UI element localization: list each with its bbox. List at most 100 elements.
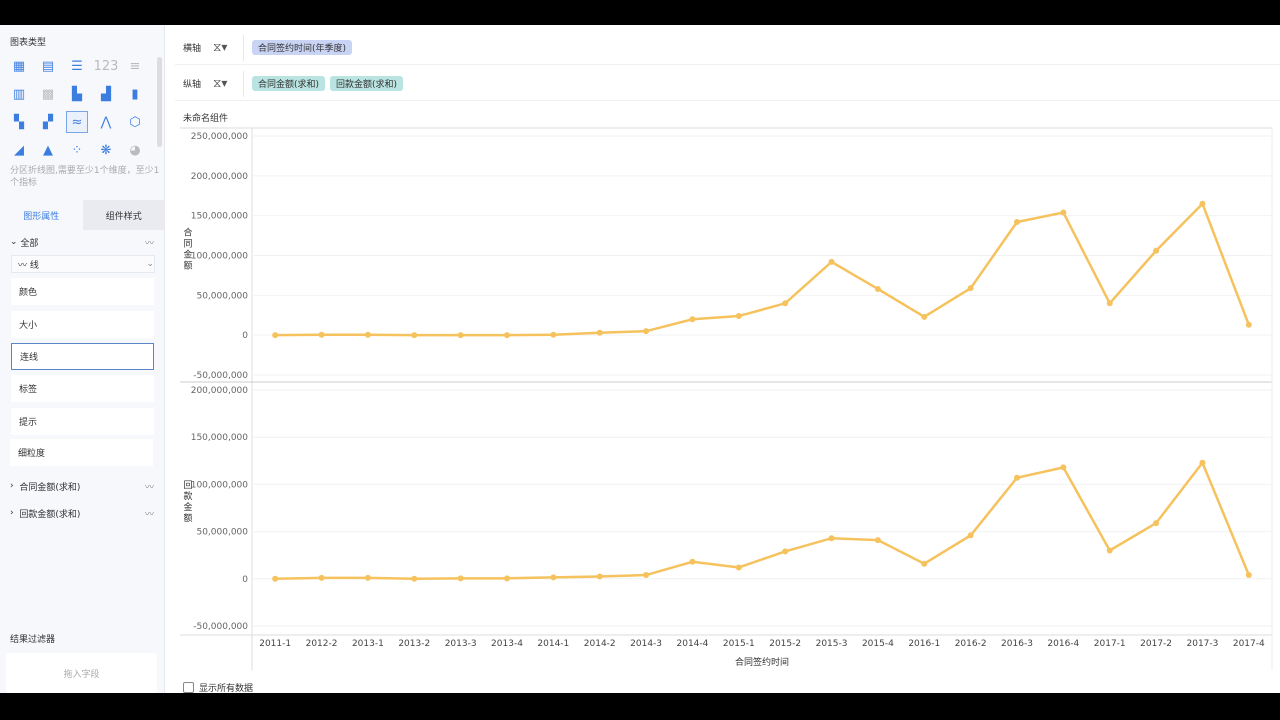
show-all-data-checkbox[interactable]: 显示所有数据 [183, 681, 253, 694]
pie-icon[interactable]: ◕ [129, 142, 141, 158]
y-tick-label: 50,000,000 [196, 291, 248, 301]
filter-title: 结果过滤器 [10, 635, 56, 645]
x-tick-label: 2016-1 [908, 639, 940, 649]
x-tick-label: 2015-1 [723, 639, 755, 649]
x-tick-label: 2017-3 [1187, 639, 1219, 649]
bubble-icon[interactable]: ❋ [100, 142, 112, 158]
y-axis-label: 纵轴 [183, 80, 202, 90]
tab-graphic-properties[interactable]: 图形属性 [0, 200, 83, 230]
y-tick-label: -50,000,000 [193, 622, 248, 632]
x-tick-label: 2017-4 [1233, 639, 1265, 649]
x-tick-label: 2014-4 [677, 639, 709, 649]
y-axis-title-char: 合 [183, 227, 192, 239]
all-group-header[interactable]: ⌄ 全部 〰 [10, 233, 154, 251]
chevron-down-icon: ⌄ [146, 259, 154, 269]
data-point [457, 332, 464, 339]
y-tick-label: -50,000,000 [193, 371, 248, 381]
property-tooltip[interactable]: 提示 [11, 408, 154, 435]
data-point [550, 331, 557, 338]
horizontal-bar-icon[interactable]: ▚ [14, 114, 24, 130]
chevron-right-icon: › [10, 508, 20, 518]
x-axis-shelf: 横轴 ⧖▾ 合同签约时间(年季度) [175, 31, 1280, 65]
property-color[interactable]: 颜色 [11, 278, 154, 305]
y-tick-label: 150,000,000 [191, 433, 249, 443]
detail-table-icon[interactable]: ☰ [71, 58, 83, 74]
x-tick-label: 2016-4 [1047, 639, 1079, 649]
x-field-pill[interactable]: 合同签约时间(年季度) [252, 40, 353, 55]
data-point [504, 332, 510, 339]
data-point [1153, 520, 1160, 527]
filter-drop-zone[interactable]: 拖入字段 [6, 653, 157, 693]
data-point [318, 574, 325, 581]
scatter-icon[interactable]: ⁘ [71, 142, 83, 158]
y-axis-shelf: 纵轴 ⧖▾ 合同金额(求和) 回款金额(求和) [175, 67, 1280, 101]
x-tick-label: 2017-2 [1140, 639, 1172, 649]
waterfall-icon[interactable]: ▞ [43, 114, 53, 130]
data-point [782, 300, 789, 307]
scrollbar[interactable] [157, 57, 162, 147]
x-tick-label: 2013-4 [491, 639, 523, 649]
data-point [364, 331, 371, 338]
sort-icon[interactable]: ⧖▾ [213, 40, 228, 54]
y-axis-title-char: 金 [183, 501, 192, 513]
y-axis-title-char: 同 [183, 239, 192, 250]
data-point [596, 329, 603, 336]
data-point [782, 548, 789, 555]
area-icon[interactable]: ◢ [14, 142, 24, 158]
chart-type-grid: ▦ ▤ ☰ 123 ≡ ▥ ▩ ▙ ▟ ▮ ▚ ▞ ≈ ⋀ ⬡ ◢ ▲ ⁘ ❋ … [8, 55, 153, 161]
property-granularity[interactable]: 细粒度 [10, 439, 153, 466]
data-point [828, 258, 835, 265]
data-point [1106, 547, 1113, 554]
property-label[interactable]: 标签 [11, 375, 154, 402]
data-point [1199, 200, 1206, 207]
y-field-pill[interactable]: 回款金额(求和) [330, 76, 404, 91]
cross-table-icon[interactable]: ▤ [41, 58, 55, 74]
data-point [411, 575, 418, 582]
property-size[interactable]: 大小 [11, 311, 154, 338]
series-payment-amount[interactable]: › 回款金额(求和) 〰 [10, 504, 154, 522]
mark-type-select[interactable]: 〰 线 ⌄ [11, 255, 155, 273]
property-connect-line[interactable]: 连线 [11, 343, 154, 370]
y-field-pill[interactable]: 合同金额(求和) [252, 76, 326, 91]
kpi-icon[interactable]: 123 [93, 58, 119, 74]
radar-icon[interactable]: ⬡ [129, 114, 141, 130]
checkbox-icon [183, 682, 194, 693]
map-icon[interactable]: ▩ [41, 86, 55, 102]
sort-icon[interactable]: ⧖▾ [213, 76, 228, 90]
group-bar-icon[interactable]: ▟ [101, 86, 111, 102]
x-tick-label: 2016-3 [1001, 639, 1033, 649]
line-icon: 〰 [144, 509, 154, 520]
y-axis-title-char: 款 [183, 490, 192, 502]
series-contract-amount[interactable]: › 合同金额(求和) 〰 [10, 477, 154, 495]
filter-card-icon[interactable]: ▥ [12, 86, 26, 102]
partition-line-icon[interactable]: ≈ [66, 111, 88, 133]
partition-line-chart: -50,000,000 0 50,000,000 100,000,000 150,000… [180, 127, 1273, 670]
table-icon[interactable]: ▦ [12, 58, 26, 74]
line-icon: 〰 [144, 482, 154, 493]
data-point [967, 532, 974, 539]
line-icon[interactable]: ⋀ [100, 114, 112, 130]
component-title: 未命名组件 [183, 114, 229, 124]
line-icon: 〰 [144, 238, 154, 249]
data-point [643, 328, 650, 335]
x-tick-label: 2015-3 [816, 639, 848, 649]
combo-icon[interactable]: ▲ [43, 142, 53, 158]
text-icon[interactable]: ≡ [129, 58, 141, 74]
left-panel: 图表类型 ▦ ▤ ☰ 123 ≡ ▥ ▩ ▙ ▟ ▮ ▚ ▞ ≈ ⋀ ⬡ ◢ ▲… [0, 25, 165, 693]
all-label: 全部 [20, 238, 39, 249]
data-point [689, 316, 696, 323]
y-tick-label: 150,000,000 [191, 212, 249, 222]
y-tick-label: 0 [242, 575, 248, 585]
x-tick-label: 2015-2 [769, 639, 801, 649]
stacked-bar-icon[interactable]: ▙ [72, 86, 82, 102]
x-tick-label: 2014-1 [537, 639, 569, 649]
data-point [1014, 474, 1020, 481]
data-point [550, 574, 557, 581]
y-tick-label: 100,000,000 [191, 252, 249, 262]
main-area: 横轴 ⧖▾ 合同签约时间(年季度) 纵轴 ⧖▾ 合同金额(求和) 回款金额(求和… [175, 25, 1280, 694]
tab-component-style[interactable]: 组件样式 [82, 200, 165, 230]
data-point [874, 285, 881, 292]
bar-icon[interactable]: ▮ [131, 86, 139, 102]
x-tick-label: 2012-2 [306, 639, 338, 649]
y-tick-label: 200,000,000 [191, 386, 249, 396]
